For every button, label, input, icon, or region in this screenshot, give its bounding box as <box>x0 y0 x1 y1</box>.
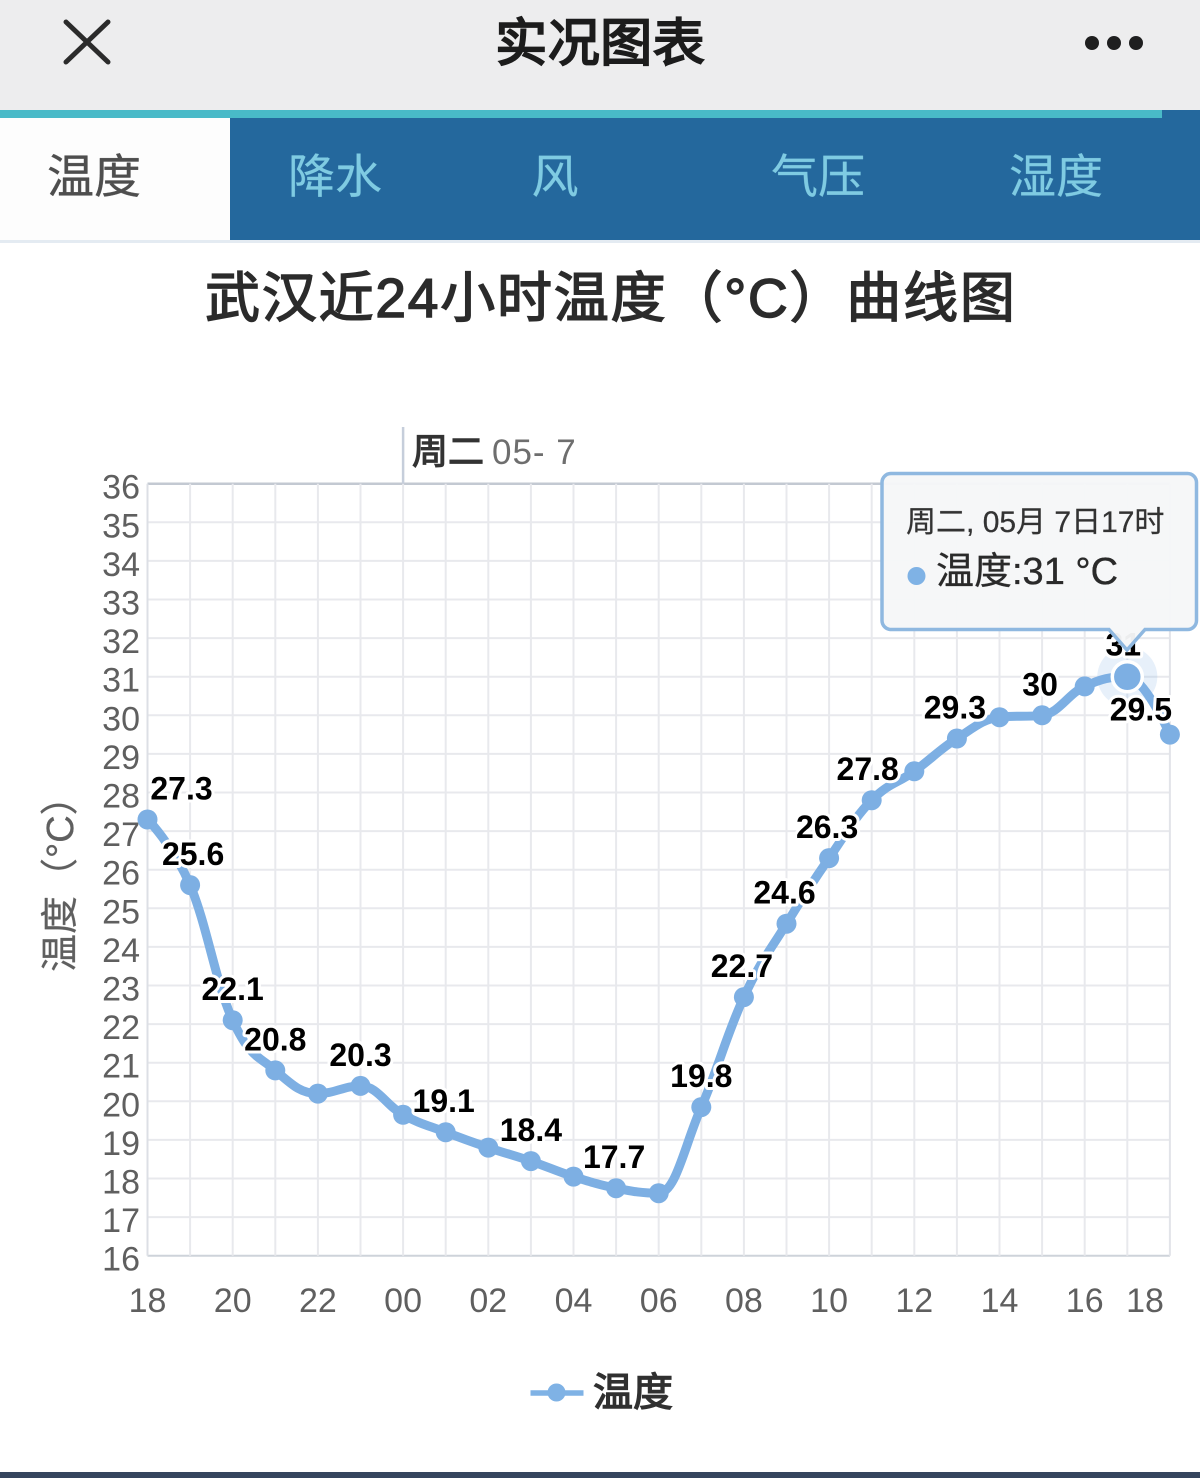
svg-text:29.3: 29.3 <box>924 690 986 726</box>
svg-text:00: 00 <box>384 1282 422 1320</box>
svg-text:20: 20 <box>214 1282 252 1320</box>
svg-text:26.3: 26.3 <box>796 809 858 845</box>
svg-text:34: 34 <box>102 546 140 584</box>
svg-text:19.1: 19.1 <box>413 1083 475 1119</box>
svg-text:20: 20 <box>102 1086 140 1124</box>
svg-text:20.8: 20.8 <box>244 1021 306 1057</box>
svg-text:22.1: 22.1 <box>202 971 264 1007</box>
svg-text:10: 10 <box>810 1282 848 1320</box>
svg-text:05- 7: 05- 7 <box>492 433 577 472</box>
svg-text::31: :31 <box>1012 551 1065 593</box>
svg-text:31: 31 <box>102 662 140 700</box>
svg-text:05: 05 <box>983 506 1016 539</box>
svg-text:27: 27 <box>102 816 140 854</box>
svg-text:22.7: 22.7 <box>711 948 773 984</box>
svg-text:,: , <box>966 506 974 539</box>
svg-text:14: 14 <box>981 1282 1019 1320</box>
svg-text:27.8: 27.8 <box>837 751 899 787</box>
svg-text:26: 26 <box>102 855 140 893</box>
svg-text:18: 18 <box>129 1282 167 1320</box>
svg-text:17: 17 <box>102 1202 140 1240</box>
svg-text:12: 12 <box>895 1282 933 1320</box>
svg-text:24.6: 24.6 <box>753 875 815 911</box>
svg-text:25: 25 <box>102 893 140 931</box>
svg-text:21: 21 <box>102 1048 140 1086</box>
svg-text:30: 30 <box>102 700 140 738</box>
svg-text:16: 16 <box>102 1241 140 1279</box>
svg-text:20.3: 20.3 <box>329 1037 391 1073</box>
svg-text:°C: °C <box>40 815 82 858</box>
svg-text:23: 23 <box>102 971 140 1009</box>
svg-text:18.4: 18.4 <box>500 1112 562 1148</box>
svg-text:16: 16 <box>1066 1282 1104 1320</box>
svg-text:22: 22 <box>102 1009 140 1047</box>
svg-text:22: 22 <box>299 1282 337 1320</box>
svg-text:7: 7 <box>1054 506 1071 539</box>
svg-text:33: 33 <box>102 585 140 623</box>
svg-text:04: 04 <box>555 1282 593 1320</box>
svg-text:36: 36 <box>102 469 140 507</box>
svg-text:28: 28 <box>102 778 140 816</box>
svg-text:27.3: 27.3 <box>150 771 212 807</box>
svg-text:30: 30 <box>1022 666 1058 702</box>
svg-text:19: 19 <box>102 1125 140 1163</box>
svg-text:18: 18 <box>1126 1282 1164 1320</box>
svg-text:24: 24 <box>375 267 440 329</box>
svg-text:24: 24 <box>102 932 140 970</box>
svg-text:17.7: 17.7 <box>583 1139 645 1175</box>
svg-text:08: 08 <box>725 1282 763 1320</box>
svg-text:25.6: 25.6 <box>162 836 224 872</box>
svg-text:°C: °C <box>1075 551 1118 593</box>
svg-text:02: 02 <box>469 1282 507 1320</box>
svg-text:18: 18 <box>102 1164 140 1202</box>
svg-text:35: 35 <box>102 507 140 545</box>
svg-text:29.5: 29.5 <box>1110 692 1172 728</box>
svg-text:06: 06 <box>640 1282 678 1320</box>
svg-text:°C: °C <box>724 267 789 329</box>
svg-text:29: 29 <box>102 739 140 777</box>
svg-text:17: 17 <box>1101 506 1134 539</box>
svg-text:19.8: 19.8 <box>670 1058 732 1094</box>
svg-text:32: 32 <box>102 623 140 661</box>
